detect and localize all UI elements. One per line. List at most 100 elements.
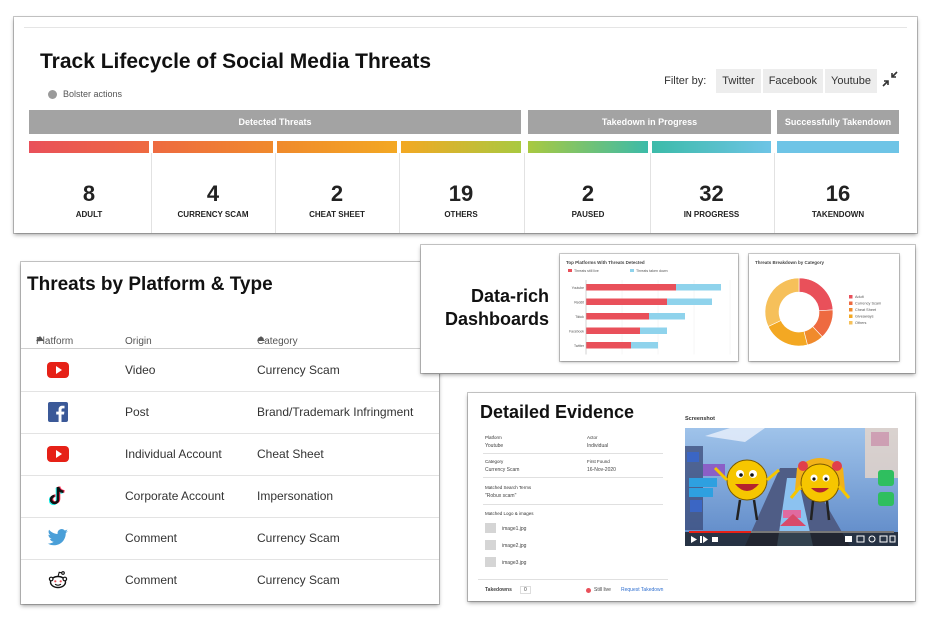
- stat-cheat-sheet[interactable]: 2 CHEAT SHEET: [277, 141, 397, 231]
- bar-chart-title: Top Platforms With Threats Detected: [566, 260, 645, 265]
- image-name[interactable]: image1.jpg: [502, 526, 527, 532]
- bar-segment: [586, 327, 640, 334]
- stat-color-bar: [153, 141, 273, 153]
- row-category: Impersonation: [257, 489, 334, 503]
- divider: [483, 477, 663, 478]
- stat-label: CHEAT SHEET: [309, 210, 365, 219]
- donut-chart: Adult Currency Scam Cheat Sheet Giveaways Ot…: [764, 277, 881, 347]
- row-origin: Individual Account: [125, 447, 222, 461]
- legend-swatch: [849, 308, 853, 312]
- legend-label: Cheat Sheet: [855, 308, 877, 312]
- row-category: Brand/Trademark Infringment: [257, 405, 414, 419]
- request-takedown-link[interactable]: Request Takedown: [621, 587, 664, 593]
- legend-label: Adult: [855, 295, 865, 299]
- bar-segment: [586, 313, 649, 320]
- legend-swatch: [849, 321, 853, 325]
- lifecycle-inner: Track Lifecycle of Social Media Threats …: [24, 27, 907, 233]
- filter-youtube-button[interactable]: Youtube: [825, 69, 877, 93]
- stat-value: 32: [699, 181, 724, 206]
- field-category-value: Currency Scam: [485, 467, 520, 473]
- field-category-key: Category: [485, 459, 504, 464]
- row-category: Currency Scam: [257, 573, 340, 587]
- stat-color-bar: [652, 141, 771, 153]
- bar-chart: Threats still live Threats taken down Yout…: [568, 269, 731, 355]
- image-name[interactable]: image3.jpg: [502, 560, 527, 566]
- stat-adult[interactable]: 8 ADULT: [29, 141, 149, 231]
- image-thumbnail[interactable]: [485, 523, 496, 533]
- field-platform-value: Youtube: [485, 443, 504, 449]
- stat-color-bar: [528, 141, 648, 153]
- field-first-found-key: First Found: [587, 459, 610, 464]
- bar-segment: [586, 298, 667, 305]
- tiktok-icon: [47, 486, 69, 506]
- bar-segment: [586, 342, 631, 349]
- dashboards-tagline: Data-rich Dashboards: [431, 285, 549, 331]
- stat-value: 4: [206, 181, 220, 206]
- lifecycle-panel: Track Lifecycle of Social Media Threats …: [14, 17, 917, 233]
- image-thumbnail[interactable]: [485, 540, 496, 550]
- legend-label: Threats still live: [574, 269, 599, 273]
- table-row[interactable]: Individual Account Cheat Sheet: [21, 433, 439, 476]
- sort-asc-icon: [36, 336, 44, 341]
- divider: [478, 579, 668, 580]
- stat-in-progress[interactable]: 32 IN PROGRESS: [652, 141, 771, 231]
- collapse-icon[interactable]: [881, 70, 899, 88]
- stat-label: TAKENDOWN: [811, 210, 865, 219]
- legend-bolster-actions: Bolster actions: [48, 89, 122, 99]
- legend-swatch: [630, 269, 634, 272]
- screenshot-video[interactable]: [685, 428, 898, 546]
- tagline-line1: Data-rich: [470, 286, 549, 306]
- image-name[interactable]: image2.jpg: [502, 543, 527, 549]
- stat-value: 19: [448, 181, 474, 206]
- filter-twitter-button[interactable]: Twitter: [716, 69, 761, 93]
- stat-currency-scam[interactable]: 4 CURRENCY SCAM: [153, 141, 273, 231]
- legend-label: Currency Scam: [855, 302, 881, 306]
- field-actor-key: Actor: [587, 435, 598, 440]
- donut-chart-card[interactable]: Threats Breakdown by Category Adult Curre…: [749, 254, 899, 361]
- donut-slice: [767, 320, 808, 347]
- category-label: Youtube: [572, 286, 584, 290]
- logos-label: Matched Logo & images: [485, 511, 534, 516]
- field-actor-value: Individual: [587, 443, 609, 449]
- table-header: Platform Origin Category: [21, 320, 439, 349]
- twitter-icon: [47, 528, 69, 548]
- stat-label: IN PROGRESS: [683, 210, 740, 219]
- bar-segment: [586, 284, 676, 291]
- takedowns-count: 0: [520, 586, 531, 594]
- image-thumbnail[interactable]: [485, 557, 496, 567]
- stat-label: OTHERS: [444, 210, 478, 219]
- platform-filter: Filter by: Twitter Facebook Youtube: [664, 69, 877, 93]
- divider: [774, 153, 775, 233]
- row-origin: Corporate Account: [125, 489, 225, 503]
- table-row[interactable]: Corporate Account Impersonation: [21, 475, 439, 518]
- reddit-icon: [47, 570, 69, 590]
- stat-paused[interactable]: 2 PAUSED: [528, 141, 648, 231]
- stat-others[interactable]: 19 OTHERS: [401, 141, 521, 231]
- bar-segment: [676, 284, 721, 291]
- row-origin: Comment: [125, 573, 178, 587]
- divider: [275, 153, 276, 233]
- category-label: Reddit: [574, 301, 584, 305]
- game-scene-image: [685, 428, 898, 546]
- stat-color-bar: [29, 141, 149, 153]
- bar-chart-card[interactable]: Top Platforms With Threats Detected Thre…: [560, 254, 738, 361]
- divider: [399, 153, 400, 233]
- stat-value: 2: [330, 181, 344, 206]
- divider: [524, 153, 525, 233]
- bar-segment: [640, 327, 667, 334]
- divider: [483, 453, 663, 454]
- bar-segment: [631, 342, 658, 349]
- donut-slice: [764, 277, 800, 327]
- table-row[interactable]: Video Currency Scam: [21, 349, 439, 392]
- table-row[interactable]: Post Brand/Trademark Infringment: [21, 391, 439, 434]
- row-category: Currency Scam: [257, 363, 340, 377]
- status-dot-icon: [586, 588, 591, 593]
- filter-facebook-button[interactable]: Facebook: [762, 69, 824, 93]
- row-origin: Post: [125, 405, 150, 419]
- field-search-terms-key: Matched Search Terms: [485, 485, 532, 490]
- table-row[interactable]: Comment Currency Scam: [21, 517, 439, 560]
- table-row[interactable]: Comment Currency Scam: [21, 559, 439, 601]
- legend-label: Bolster actions: [63, 89, 123, 99]
- stat-takendown[interactable]: 16 TAKENDOWN: [777, 141, 899, 231]
- bar-segment: [667, 298, 712, 305]
